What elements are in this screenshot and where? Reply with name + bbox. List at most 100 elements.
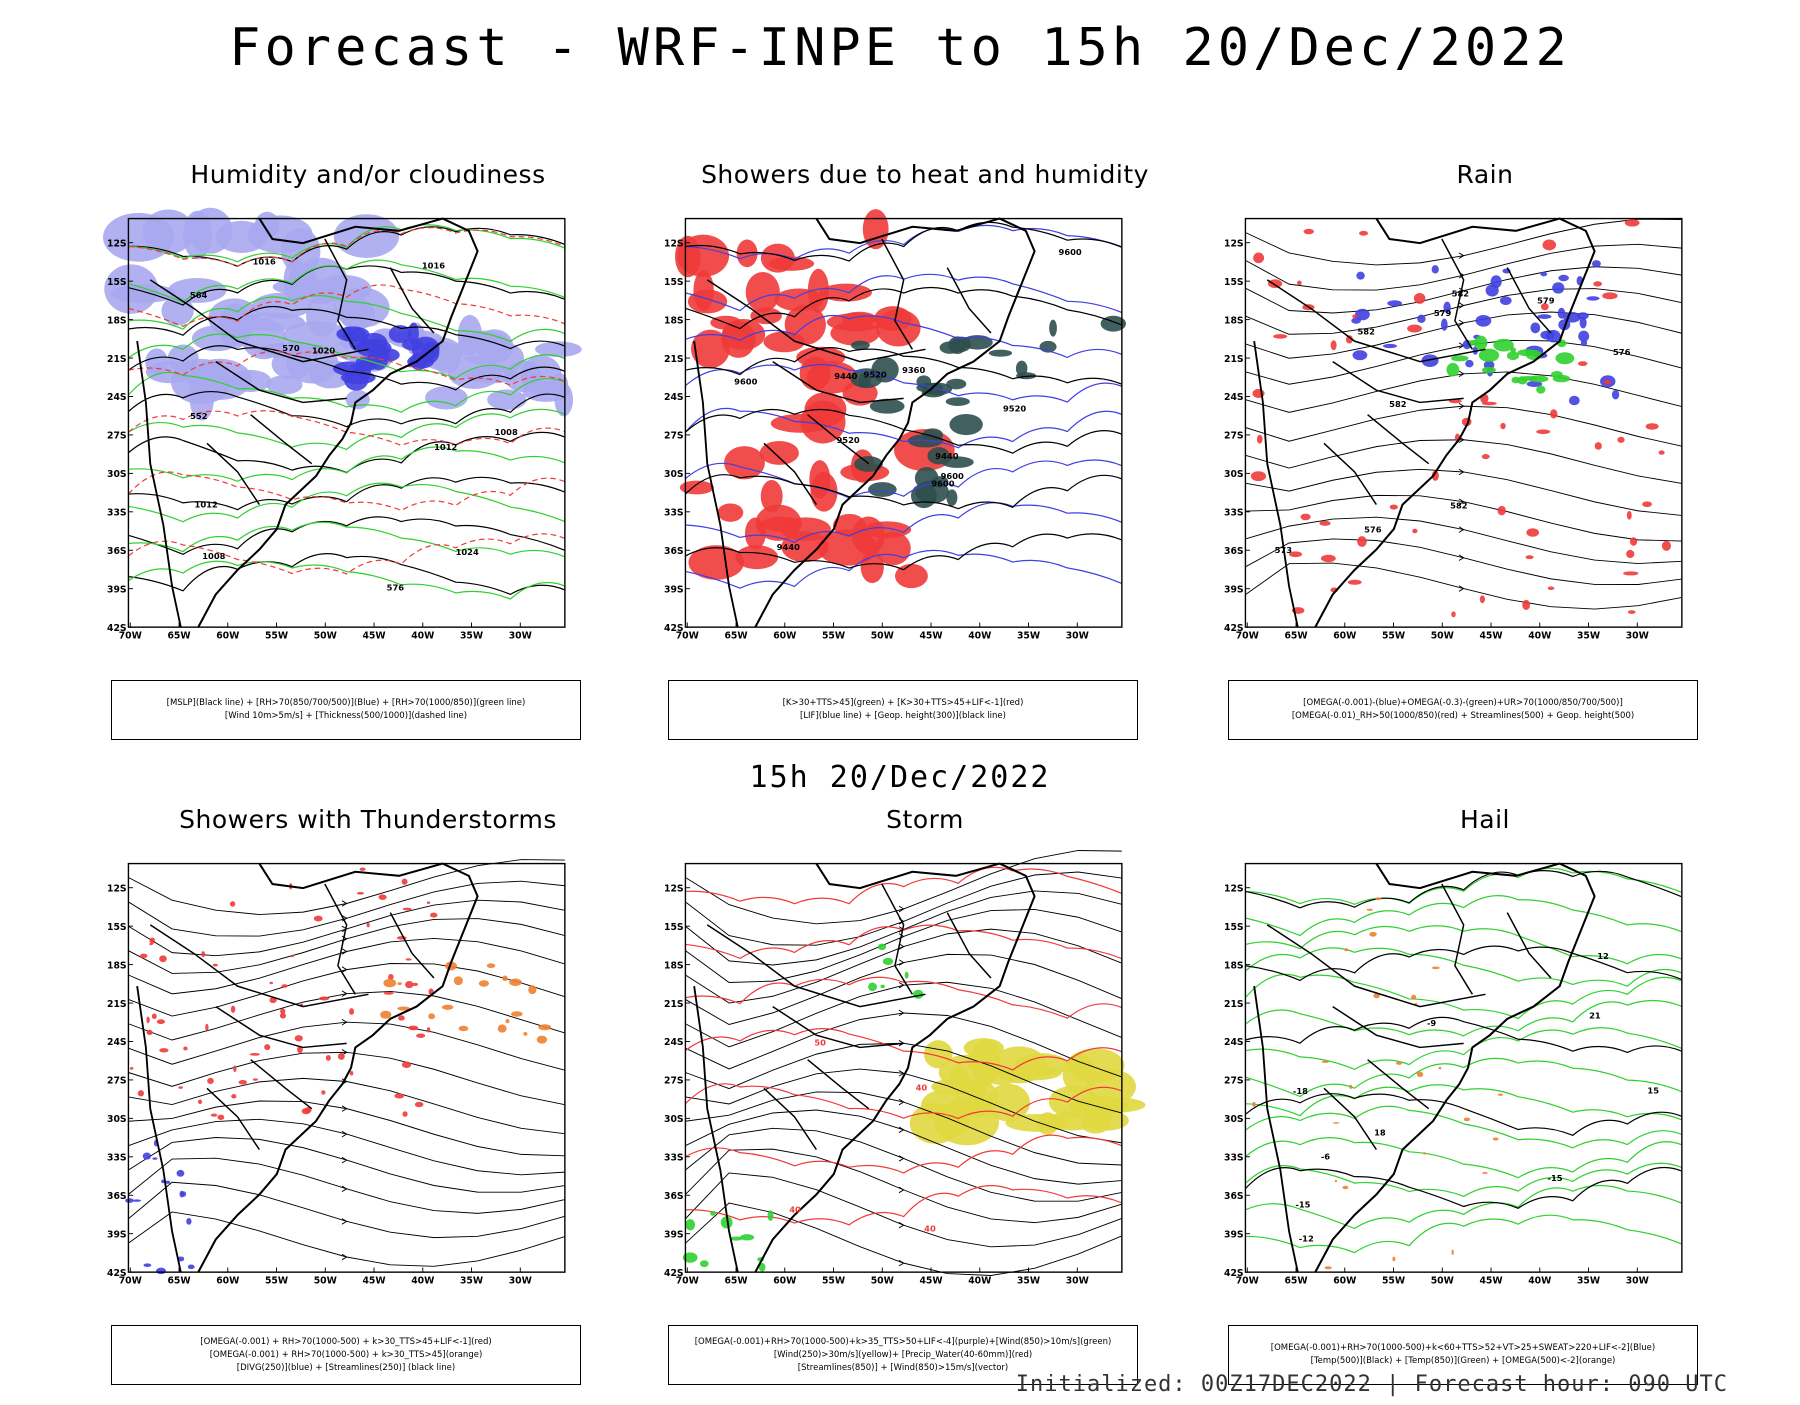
contour-label: 582 (1358, 326, 1376, 336)
lat-tick-label: 39S (664, 584, 684, 595)
contour-label: 18 (1374, 1128, 1386, 1138)
map-frame (1244, 217, 1683, 628)
streamline-arrow (341, 900, 348, 907)
lon-tick-label: 30W (1066, 630, 1089, 641)
lat-tick-label: 42S (664, 623, 684, 634)
lon-tick-label: 65W (167, 630, 190, 641)
omega-orange-area (1252, 1101, 1256, 1107)
lon-tick-label: 55W (1382, 1275, 1405, 1286)
precip-water-contour (685, 976, 1123, 1019)
lif-contour (685, 224, 1123, 261)
lon-tick-label: 60W (773, 1275, 796, 1286)
lat-tick-label: 39S (107, 1229, 127, 1240)
divergence-blue-area (152, 1157, 158, 1160)
rh-green-contour (128, 224, 566, 263)
lat-tick-label: 36S (107, 1191, 127, 1202)
kindex-green-area (941, 456, 974, 468)
contour-label: 9600 (734, 377, 757, 387)
lat-tick-label: 12S (664, 238, 684, 249)
lat-tick-label: 24S (107, 1037, 127, 1048)
map-frame (1244, 862, 1683, 1273)
contour-label: 9360 (902, 365, 925, 375)
omega-green-area (1446, 362, 1460, 377)
contour-label: 40 (924, 1223, 936, 1233)
contour-label: 576 (1613, 347, 1631, 357)
contour-label: 582 (1450, 500, 1468, 510)
streamline-arrow (1458, 554, 1465, 561)
thunderstorm-red-area (313, 915, 323, 922)
kindex-green-area (850, 340, 870, 350)
lif-contour (684, 407, 1123, 449)
coastline (1314, 217, 1596, 628)
omega-red-area (1451, 611, 1456, 618)
lon-tick-label: 40W (1528, 1275, 1551, 1286)
rh-lightblue-band (534, 341, 582, 358)
panel-hail: Hail 12S 15S 18S 21S 24S 27S 30S 33S 36S 39S 42S 70… (1205, 805, 1765, 1405)
thunderstorm-orange-area (511, 1011, 523, 1017)
panel-title: Storm (886, 805, 964, 834)
lon-tick-label: 65W (724, 630, 747, 641)
omega-orange-area (1395, 1061, 1403, 1065)
rh-lightblue-band (487, 389, 527, 411)
thunderstorm-orange-area (505, 1019, 510, 1024)
thunderstorm-red-area (233, 1065, 237, 1073)
wind-green-area (767, 1210, 774, 1221)
lat-tick-label: 12S (1224, 238, 1244, 249)
lon-tick-label: 55W (822, 1275, 845, 1286)
streamline-arrow (898, 1040, 905, 1047)
jet-yellow-area (923, 1040, 953, 1069)
omega-red-area (1658, 450, 1665, 455)
thunderstorm-orange-area (441, 1004, 454, 1010)
omega-red-area (1645, 423, 1659, 430)
state-border (1441, 238, 1474, 350)
panel-showers-heat: Showers due to heat and humidity 12S 15S 1… (645, 160, 1205, 760)
panel-showers-thunderstorms: Showers with Thunderstorms 12S 15S 18S 21S 2… (88, 805, 648, 1405)
contour-label: 15 (1647, 1086, 1659, 1096)
wind-green-area (710, 1210, 716, 1216)
omega-red-area (1407, 324, 1422, 333)
rh-lightblue-area (266, 375, 303, 395)
lat-tick-label: 39S (107, 584, 127, 595)
lon-tick-label: 35W (460, 1275, 483, 1286)
thunderstorm-red-area (412, 982, 419, 987)
geopotential-contour (685, 221, 1123, 262)
thickness-contour (127, 471, 566, 512)
thunderstorm-red-area (269, 981, 274, 985)
streamline-arrow (1458, 526, 1465, 533)
omega-blue-area (1579, 316, 1587, 329)
lat-tick-label: 27S (1224, 1076, 1244, 1087)
state-border (1506, 912, 1552, 979)
map-frame (684, 862, 1123, 1273)
mid-title: 15h 20/Dec/2022 (749, 760, 1051, 795)
omega-orange-area (1334, 1179, 1338, 1183)
contour-label: -12 (1299, 1234, 1314, 1244)
thunderstorm-red-area (426, 1027, 431, 1033)
lat-tick-label: 42S (664, 1268, 684, 1279)
thunderstorm-red-area (146, 1016, 150, 1024)
contour-label: 9520 (837, 435, 860, 445)
streamline-arrow (898, 1155, 905, 1162)
omega-green-area (1468, 339, 1480, 346)
kindex-green-area (988, 349, 1013, 357)
contour-label: 9520 (1003, 404, 1026, 414)
omega-blue-area (1440, 318, 1448, 331)
thunderstorm-red-area (146, 1029, 153, 1035)
thunderstorm-red-area (321, 1090, 326, 1095)
omega-orange-area (1324, 1266, 1332, 1270)
omega-red-area (1297, 280, 1302, 286)
lon-tick-label: 45W (919, 1275, 942, 1286)
streamline-arrow (898, 981, 905, 989)
lat-tick-label: 12S (107, 883, 127, 894)
rh-green-contour (128, 333, 566, 379)
omega-red-area (1347, 579, 1362, 585)
wind-green-area (699, 1260, 709, 1268)
temp850-contour (1245, 1084, 1683, 1121)
lat-tick-label: 33S (1224, 508, 1244, 519)
coastline (754, 862, 1036, 1273)
thunderstorm-red-area (129, 1067, 134, 1070)
thunderstorm-red-area (416, 1033, 426, 1038)
state-border (706, 279, 926, 363)
lat-tick-label: 15S (107, 922, 127, 933)
omega-blue-area (1611, 389, 1620, 400)
omega-blue-area (1557, 307, 1566, 319)
